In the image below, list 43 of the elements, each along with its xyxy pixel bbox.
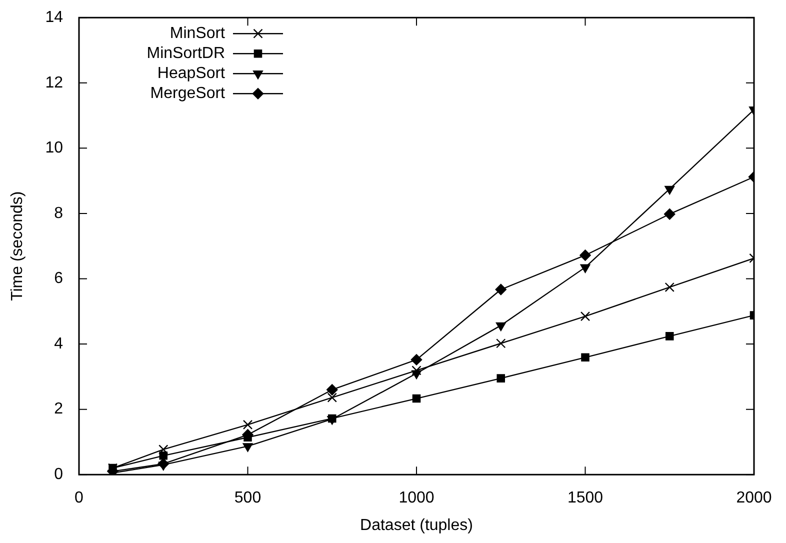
point [327, 392, 337, 402]
legend-label: MinSort [170, 25, 226, 42]
point [412, 366, 422, 376]
x-tick-label: 500 [234, 490, 262, 507]
point [580, 264, 590, 273]
y-tick-label: 0 [54, 466, 64, 484]
point [664, 208, 676, 220]
point [495, 284, 506, 296]
y-tick-label: 10 [45, 140, 64, 157]
y-axis-title: Time (seconds) [9, 191, 26, 301]
legend-label: HeapSort [157, 65, 226, 82]
y-tick-label: 4 [54, 335, 64, 352]
x-axis-title: Dataset (tuples) [360, 516, 473, 534]
y-tick-label: 12 [45, 74, 64, 92]
legend-label: MinSortDR [146, 45, 225, 62]
y-tick-label: 8 [54, 204, 64, 222]
point [326, 384, 338, 396]
point [580, 250, 591, 261]
point [410, 354, 422, 366]
point [581, 353, 590, 362]
point [159, 452, 168, 460]
point [158, 462, 168, 470]
y-tick-label: 14 [45, 9, 64, 26]
legend-label: MergeSort [150, 85, 226, 102]
point [412, 394, 421, 403]
point [664, 186, 675, 195]
x-tick-label: 0 [74, 490, 84, 507]
point [664, 282, 674, 292]
point [242, 443, 253, 452]
point [580, 311, 590, 322]
point [242, 420, 253, 430]
y-tick-label: 6 [54, 270, 64, 288]
point [244, 433, 252, 442]
point [158, 444, 168, 454]
y-tick-label: 2 [54, 400, 64, 418]
x-tick-label: 1500 [567, 490, 604, 507]
point [496, 322, 506, 332]
point [496, 374, 506, 382]
x-tick-label: 1000 [398, 490, 434, 507]
point [665, 332, 674, 340]
point [328, 414, 336, 423]
point [496, 338, 506, 348]
x-tick-label: 2000 [736, 490, 772, 507]
